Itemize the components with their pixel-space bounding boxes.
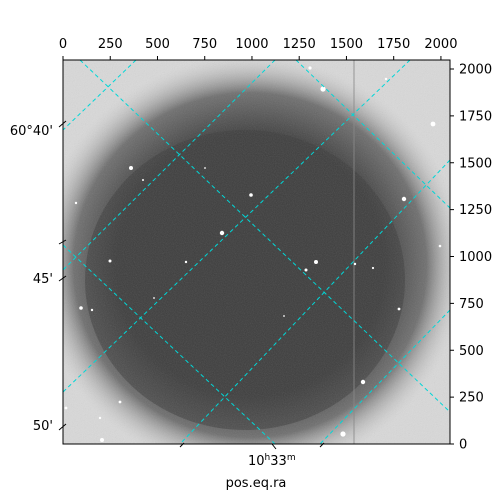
star xyxy=(118,400,122,404)
right-tick-label: 1250 xyxy=(459,203,492,218)
star xyxy=(353,262,357,266)
grid-line xyxy=(179,159,450,444)
top-tick-label: 2000 xyxy=(424,37,457,52)
top-tick-label: 0 xyxy=(59,37,67,52)
top-tick-label: 250 xyxy=(98,37,123,52)
grid-line xyxy=(63,60,276,271)
star xyxy=(384,77,388,81)
star xyxy=(438,244,442,248)
dec-label-40: 60°40' xyxy=(10,124,53,139)
ra-axis: 10h33m pos.eq.ra xyxy=(179,442,325,491)
right-tick-label: 1500 xyxy=(459,156,492,171)
dec-axis: 60°40' 45' 50' xyxy=(10,120,67,434)
top-pixel-axis: 0 250 500 750 1000 1250 1500 1750 2000 xyxy=(59,37,457,60)
grid-line xyxy=(63,60,137,131)
grid-line xyxy=(63,60,411,393)
star xyxy=(320,86,326,92)
grid-line xyxy=(79,60,450,413)
grid-line xyxy=(319,309,450,444)
stars xyxy=(64,66,442,442)
star xyxy=(184,260,188,264)
right-tick-label: 1000 xyxy=(459,250,492,265)
dec-label-45: 45' xyxy=(33,272,53,287)
star xyxy=(401,196,407,202)
star xyxy=(219,230,225,236)
star xyxy=(129,166,133,170)
top-tick-label: 1000 xyxy=(235,37,268,52)
top-tick-label: 1500 xyxy=(330,37,363,52)
top-tick-label: 1250 xyxy=(283,37,316,52)
top-tick-label: 500 xyxy=(145,37,170,52)
star xyxy=(64,406,68,410)
star xyxy=(283,315,285,317)
star xyxy=(304,268,308,272)
star xyxy=(90,308,94,312)
star xyxy=(204,167,206,169)
star xyxy=(74,201,78,205)
x-axis-title: pos.eq.ra xyxy=(226,476,287,491)
star xyxy=(430,121,436,127)
star xyxy=(249,193,253,197)
star xyxy=(308,66,312,70)
star xyxy=(340,431,346,437)
right-tick-label: 250 xyxy=(459,391,484,406)
right-tick-label: 1750 xyxy=(459,109,492,124)
top-tick-label: 750 xyxy=(192,37,217,52)
star xyxy=(397,307,401,311)
star xyxy=(108,259,112,263)
star xyxy=(100,438,104,442)
image-frame xyxy=(62,59,451,445)
grid-line xyxy=(295,60,450,209)
star xyxy=(360,379,366,385)
right-tick-label: 750 xyxy=(459,297,484,312)
coordinate-grid xyxy=(63,60,450,444)
star xyxy=(153,297,155,299)
star xyxy=(371,266,375,270)
right-tick-label: 0 xyxy=(459,438,467,453)
star xyxy=(79,306,83,310)
star xyxy=(142,179,144,181)
dec-label-50: 50' xyxy=(33,419,53,434)
star xyxy=(314,260,318,264)
right-tick-label: 2000 xyxy=(459,63,492,78)
right-tick-label: 500 xyxy=(459,344,484,359)
star xyxy=(98,416,102,420)
top-tick-label: 1750 xyxy=(377,37,410,52)
ra-tick-label: 10h33m xyxy=(248,453,296,469)
right-pixel-axis: 0 250 500 750 1000 1250 1500 1750 2000 xyxy=(450,63,492,453)
sky-image xyxy=(63,60,450,444)
